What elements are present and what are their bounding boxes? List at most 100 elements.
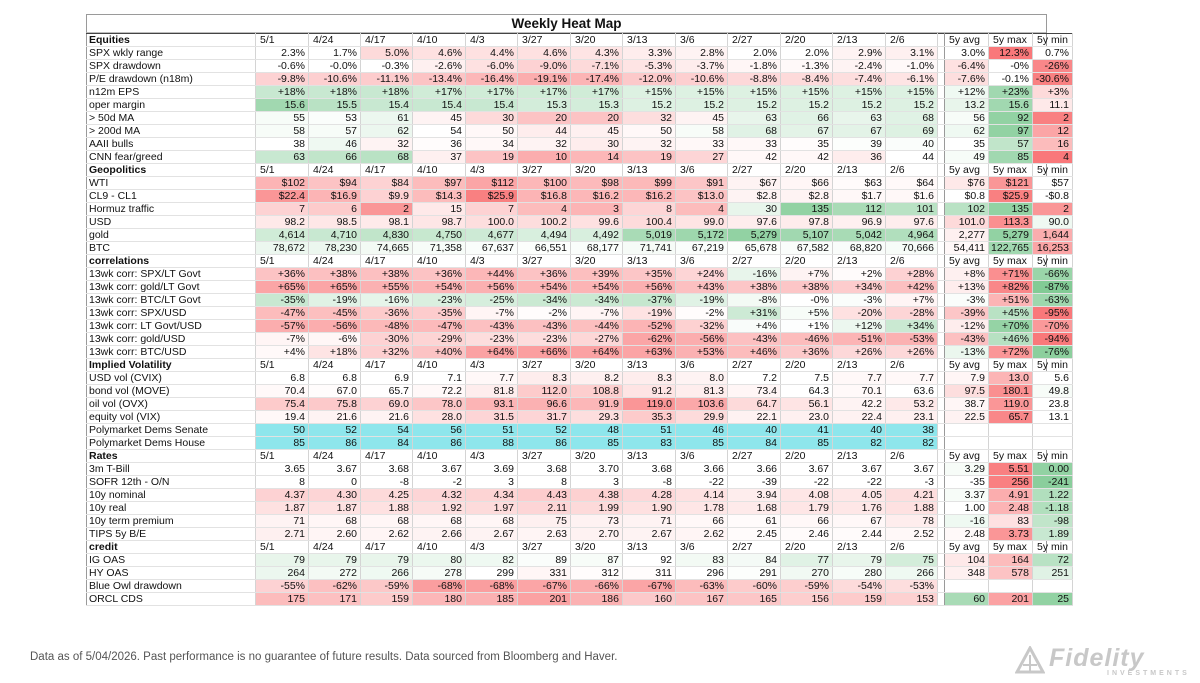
data-cell: 4.14 (675, 488, 728, 502)
data-cell: 7 (465, 202, 518, 216)
data-cell: 83 (988, 514, 1033, 528)
data-cell: 7.1 (412, 371, 466, 385)
table-row: BTC 78,672 78,230 74,665 71,358 67,637 66,551 6… (86, 241, 1073, 255)
data-cell: 96.9 (832, 215, 886, 229)
column-header: 4/3 (465, 358, 518, 372)
data-cell: -48% (360, 319, 413, 333)
data-cell: 4.91 (988, 488, 1033, 502)
data-cell: $2.8 (727, 189, 781, 203)
data-cell: -98 (1032, 514, 1073, 528)
data-cell: 3.67 (885, 462, 938, 476)
data-cell: 14 (570, 150, 623, 164)
data-cell: 15.2 (780, 98, 833, 112)
data-cell: 67,582 (780, 241, 833, 255)
data-cell: 3.3% (622, 46, 676, 60)
row-label: AAII bulls (86, 137, 256, 151)
column-header: 4/24 (308, 163, 361, 177)
data-cell: 4.21 (885, 488, 938, 502)
data-cell: 58 (675, 124, 728, 138)
data-cell: 68 (308, 514, 361, 528)
data-cell: 2.66 (412, 527, 466, 541)
data-cell: 19 (622, 150, 676, 164)
data-cell: 3.37 (944, 488, 989, 502)
data-cell: 3.67 (832, 462, 886, 476)
data-cell: +4% (727, 319, 781, 333)
data-cell: 3.67 (412, 462, 466, 476)
data-cell: $63 (832, 176, 886, 190)
data-cell: 55 (255, 111, 309, 125)
data-cell: 36 (412, 137, 466, 151)
data-cell: +56% (465, 280, 518, 294)
data-cell: $16.2 (622, 189, 676, 203)
table-row: 10y real 1.87 1.87 1.88 1.92 1.97 2.11 1.99 1.90… (86, 501, 1073, 515)
data-cell: 4,677 (465, 228, 518, 242)
section-title: Rates (86, 449, 256, 463)
data-cell: 57 (988, 137, 1033, 151)
data-cell (937, 592, 945, 606)
data-cell: +70% (988, 319, 1033, 333)
data-cell: 201 (988, 592, 1033, 606)
section-header-row: Implied Volatility 5/1 4/24 4/17 4/10 4/3 3/27… (86, 358, 1073, 372)
column-header: 5/1 (255, 358, 309, 372)
table-row: SPX drawdown -0.6% -0.0% -0.3% -2.6% -6.0% -9.… (86, 59, 1073, 73)
data-cell: -22 (675, 475, 728, 489)
data-cell: +65% (255, 280, 309, 294)
column-header: 2/13 (832, 254, 886, 268)
data-cell: 71 (255, 514, 309, 528)
data-cell: -5.3% (622, 59, 676, 73)
column-header (937, 33, 945, 47)
data-cell: +38% (360, 267, 413, 281)
data-cell: 5,172 (675, 228, 728, 242)
row-label: USD (86, 215, 256, 229)
data-cell: 13.2 (944, 98, 989, 112)
section-title: correlations (86, 254, 256, 268)
table-row: P/E drawdown (n18m) -9.8% -10.6% -11.1% -13.… (86, 72, 1073, 86)
data-cell: $98 (570, 176, 623, 190)
row-label: CNN fear/greed (86, 150, 256, 164)
data-cell (937, 293, 945, 307)
data-cell: 171 (308, 592, 361, 606)
data-cell: $112 (465, 176, 518, 190)
table-row: HY OAS 264 272 266 278 299 331 312 311 296 291 270 2… (86, 566, 1073, 580)
data-cell: -6.1% (885, 72, 938, 86)
data-cell: -39 (727, 475, 781, 489)
data-cell: 34 (465, 137, 518, 151)
section-title: Geopolitics (86, 163, 256, 177)
row-label: 13wk corr: gold/LT Govt (86, 280, 256, 294)
column-header: 4/24 (308, 540, 361, 554)
column-header: 5y avg (944, 163, 989, 177)
data-cell: 66,551 (517, 241, 571, 255)
data-cell: 4.4% (465, 46, 518, 60)
data-cell: +17% (465, 85, 518, 99)
data-cell: 48 (570, 423, 623, 437)
data-cell: 19.4 (255, 410, 309, 424)
data-cell: 1.89 (1032, 527, 1073, 541)
column-header: 5y min (1032, 358, 1073, 372)
data-cell: +40% (412, 345, 466, 359)
data-cell: -16 (944, 514, 989, 528)
data-cell: 3.1% (885, 46, 938, 60)
data-cell: 266 (360, 566, 413, 580)
data-cell: 75 (517, 514, 571, 528)
data-cell: +7% (780, 267, 833, 281)
data-cell: 3.66 (675, 462, 728, 476)
column-header: 5y min (1032, 449, 1073, 463)
data-cell: 15.6 (255, 98, 309, 112)
data-cell: 38 (255, 137, 309, 151)
data-cell: 4.43 (517, 488, 571, 502)
data-cell: 3 (570, 475, 623, 489)
table-row: 13wk corr: LT Govt/USD -57% -56% -48% -47% -4… (86, 319, 1073, 333)
data-cell: -34% (570, 293, 623, 307)
column-header: 3/13 (622, 540, 676, 554)
data-cell: 578 (988, 566, 1033, 580)
data-cell: +2% (832, 267, 886, 281)
data-cell (937, 514, 945, 528)
data-cell (937, 46, 945, 60)
data-cell: +65% (308, 280, 361, 294)
table-row: > 200d MA 58 57 62 54 50 44 45 50 58 68 67 67 69 62 97 1… (86, 124, 1073, 138)
data-cell: 15.6 (988, 98, 1033, 112)
data-cell: 28.0 (412, 410, 466, 424)
data-cell: 113.3 (988, 215, 1033, 229)
data-cell: 63 (727, 111, 781, 125)
data-cell: +15% (675, 85, 728, 99)
